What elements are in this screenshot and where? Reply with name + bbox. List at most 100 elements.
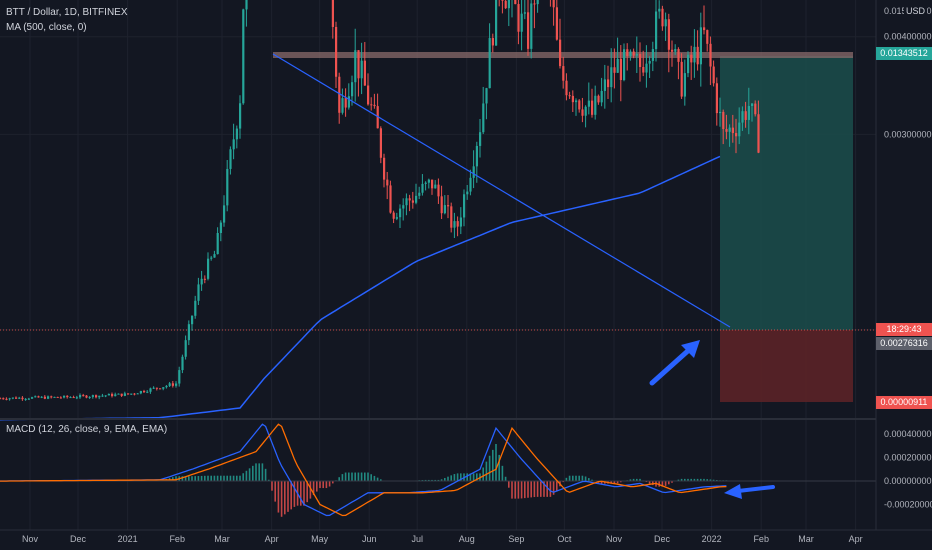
macd-histogram-bar xyxy=(498,454,500,481)
macd-histogram-bar xyxy=(332,481,334,484)
macd-histogram-bar xyxy=(658,481,660,487)
macd-histogram-bar xyxy=(226,475,228,481)
macd-histogram-bar xyxy=(492,449,494,481)
macd-histogram-bar xyxy=(568,475,571,481)
candle xyxy=(453,221,456,228)
candle xyxy=(623,49,626,81)
macd-histogram-bar xyxy=(546,481,548,497)
peak-resistance-band[interactable] xyxy=(273,52,853,58)
loss-zone[interactable] xyxy=(720,330,853,402)
macd-histogram-bar xyxy=(312,481,315,496)
macd-histogram-bar xyxy=(437,479,440,481)
candle xyxy=(354,50,357,83)
candle xyxy=(40,396,43,398)
candle xyxy=(639,54,642,68)
arrow-icon[interactable] xyxy=(649,340,700,386)
macd-histogram-bar xyxy=(520,481,523,499)
candle xyxy=(757,114,760,153)
macd-histogram-bar xyxy=(610,481,612,484)
candle xyxy=(216,233,219,255)
macd-histogram-bar xyxy=(328,481,331,487)
candle xyxy=(667,19,670,50)
candle xyxy=(655,11,658,50)
profit-zone[interactable] xyxy=(720,56,853,330)
candle xyxy=(395,217,398,219)
macd-histogram-bar xyxy=(255,463,257,481)
macd-axis-ticks: 0.00040000 0.00020000 0.00000000 -0.0002000… xyxy=(884,429,932,510)
candle xyxy=(229,149,232,169)
candle xyxy=(143,390,146,393)
macd-histogram-bar xyxy=(370,474,372,481)
candle xyxy=(341,98,344,113)
candle xyxy=(213,254,216,258)
trendline[interactable] xyxy=(272,53,731,328)
macd-histogram xyxy=(0,443,728,517)
candle xyxy=(613,67,616,73)
candle xyxy=(24,398,27,400)
candle xyxy=(437,184,440,197)
candle xyxy=(735,133,738,137)
macd-histogram-bar xyxy=(341,474,344,481)
candle xyxy=(21,397,24,400)
candle xyxy=(450,206,453,228)
candle xyxy=(443,205,446,214)
time-tick-label: Apr xyxy=(265,534,279,544)
candle xyxy=(34,396,37,398)
candle xyxy=(47,396,50,399)
candle xyxy=(687,54,690,74)
candle xyxy=(8,398,11,400)
candle xyxy=(469,177,472,192)
macd-histogram-bar xyxy=(648,481,651,484)
macd-histogram-bar xyxy=(584,476,587,481)
candle xyxy=(175,383,178,386)
macd-histogram-bar xyxy=(172,477,174,481)
macd-histogram-bar xyxy=(453,474,456,481)
macd-histogram-bar xyxy=(284,481,286,515)
macd-histogram-bar xyxy=(466,473,468,481)
macd-histogram-bar xyxy=(680,478,683,481)
macd-histogram-bar xyxy=(661,481,664,487)
candle xyxy=(162,387,165,389)
currency-label[interactable]: USD xyxy=(904,6,928,16)
macd-histogram-bar xyxy=(632,478,635,481)
macd-histogram-bar xyxy=(424,479,427,481)
candle xyxy=(210,257,213,259)
candle xyxy=(367,85,370,105)
candle xyxy=(530,3,533,49)
candle xyxy=(693,46,696,63)
time-tick-label: Jun xyxy=(362,534,377,544)
macd-histogram-bar xyxy=(562,481,564,483)
macd-histogram-bar xyxy=(543,481,545,497)
symbol-legend[interactable]: BTT / Dollar, 1D, BITFINEX xyxy=(6,7,128,18)
macd-histogram-bar xyxy=(261,463,264,481)
macd-histogram-bar xyxy=(671,481,673,483)
candle xyxy=(619,58,622,81)
candle xyxy=(709,43,712,67)
candle xyxy=(63,395,66,398)
candle xyxy=(642,67,645,73)
gridlines xyxy=(0,0,876,530)
candle xyxy=(747,106,750,120)
candle xyxy=(335,26,338,77)
time-tick-label: Aug xyxy=(459,534,475,544)
candle xyxy=(27,398,30,400)
candle xyxy=(559,39,562,67)
candle xyxy=(344,98,347,108)
candle xyxy=(155,387,158,389)
macd-tick-label: 0.00000000 xyxy=(884,476,932,486)
macd-histogram-bar xyxy=(229,475,232,481)
candle xyxy=(651,49,654,61)
macd-histogram-bar xyxy=(380,479,382,481)
time-tick-label: Nov xyxy=(606,534,623,544)
macd-legend[interactable]: MACD (12, 26, close, 9, EMA, EMA) xyxy=(6,424,168,435)
macd-histogram-bar xyxy=(188,476,190,481)
candle xyxy=(165,385,168,388)
candle xyxy=(683,73,686,97)
candle xyxy=(91,395,94,397)
macd-histogram-bar xyxy=(703,478,705,481)
ma-legend[interactable]: MA (500, close, 0) xyxy=(6,22,87,33)
candle xyxy=(741,111,744,123)
candle xyxy=(568,95,571,97)
arrow-icon[interactable] xyxy=(724,484,775,499)
